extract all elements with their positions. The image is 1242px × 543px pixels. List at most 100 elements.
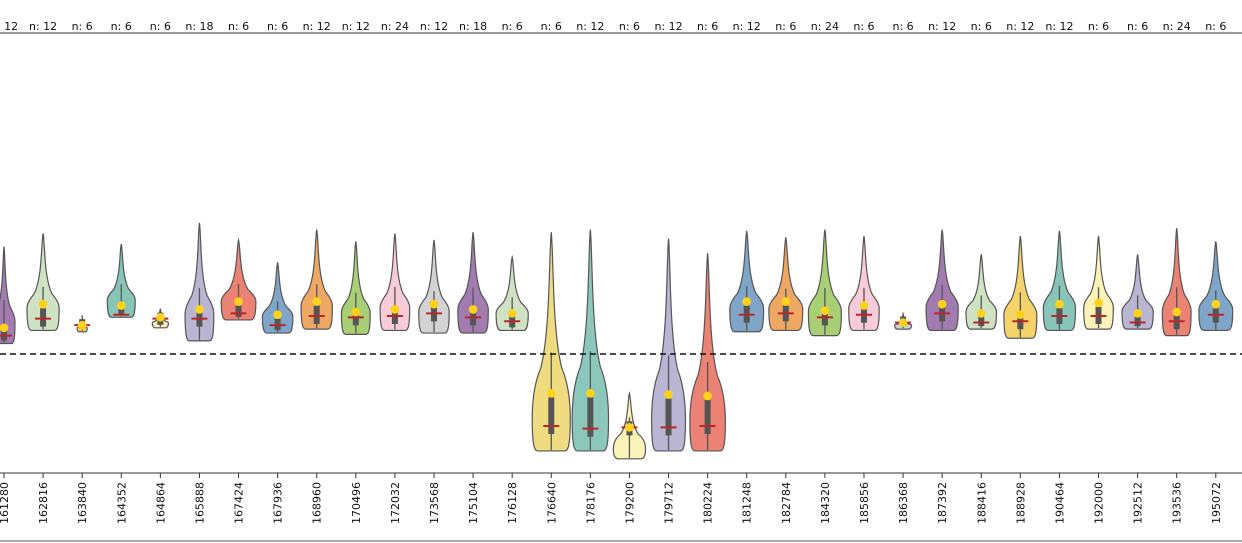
x-tick-label-179712: 179712 <box>663 482 676 524</box>
x-tick-label-176640: 176640 <box>545 482 558 524</box>
violin-168960 <box>300 229 333 330</box>
x-tick-label-164864: 164864 <box>154 482 167 524</box>
x-tick-label-179200: 179200 <box>623 482 636 524</box>
x-tick-label-167936: 167936 <box>272 482 285 524</box>
mean-marker-180224 <box>703 391 712 401</box>
mean-marker-188928 <box>1016 310 1025 320</box>
x-tick-label-188928: 188928 <box>1014 482 1027 524</box>
x-tick-label-190464: 190464 <box>1053 482 1066 524</box>
violin-192512 <box>1121 254 1154 330</box>
iqr-box-167424 <box>235 305 242 317</box>
count-label-167424: n: 6 <box>228 20 249 33</box>
mean-marker-162816 <box>38 299 48 309</box>
count-label-179712: n: 12 <box>654 20 682 33</box>
mean-marker-173568 <box>429 299 439 309</box>
count-label-168960: n: 12 <box>303 20 331 33</box>
x-tick-label-167424: 167424 <box>233 482 246 524</box>
x-tick-label-164352: 164352 <box>115 482 128 524</box>
count-label-162816: n: 12 <box>29 20 57 33</box>
count-label-190464: n: 12 <box>1045 20 1073 33</box>
violin-165888 <box>184 222 215 342</box>
mean-marker-167936 <box>273 310 282 320</box>
violin-181248 <box>729 230 765 333</box>
x-tick-label-178176: 178176 <box>584 482 597 524</box>
x-tick-label-180224: 180224 <box>702 482 715 524</box>
iqr-box-188416 <box>978 316 985 327</box>
count-label-187392: n: 12 <box>928 20 956 33</box>
mean-marker-185856 <box>859 301 869 310</box>
count-label-176128: n: 6 <box>502 20 523 33</box>
violin-179712 <box>651 238 687 452</box>
mean-marker-187392 <box>937 299 947 309</box>
mean-marker-176128 <box>507 309 517 318</box>
violin-176128 <box>495 254 529 332</box>
mean-marker-170496 <box>351 307 361 317</box>
mean-marker-179712 <box>664 390 673 399</box>
mean-marker-161280 <box>0 323 9 333</box>
mean-marker-184320 <box>820 306 830 316</box>
x-tick-label-185856: 185856 <box>858 482 871 524</box>
x-tick-label-182784: 182784 <box>780 482 793 524</box>
sample-count-labels: n: 12 n: 12 n: 6 n: 6 n: 6 n: 18 n: 6 n: 6 n: 12… <box>0 20 1226 33</box>
count-label-178176: n: 12 <box>576 20 604 33</box>
count-label-175104: n: 18 <box>459 20 487 33</box>
mean-marker-195072 <box>1211 299 1221 309</box>
x-tick-label-161280: 161280 <box>0 482 11 524</box>
violin-192000 <box>1083 235 1114 330</box>
mean-marker-188416 <box>976 309 986 318</box>
mean-marker-192512 <box>1133 309 1142 318</box>
x-tick-label-168960: 168960 <box>311 482 324 524</box>
violin-167424 <box>220 237 257 321</box>
violin-175104 <box>457 232 489 334</box>
mean-marker-190464 <box>1055 299 1064 309</box>
violin-182784 <box>768 237 804 332</box>
violin-162816 <box>26 233 60 332</box>
x-tick-label-193536: 193536 <box>1171 482 1184 524</box>
count-label-188928: n: 12 <box>1006 20 1034 33</box>
count-label-185856: n: 6 <box>853 20 874 33</box>
violin-164352 <box>106 243 136 318</box>
x-tick-label-187392: 187392 <box>936 482 949 524</box>
violin-178176 <box>571 229 610 452</box>
violin-180224 <box>689 253 726 452</box>
mean-marker-182784 <box>781 297 791 306</box>
x-tick-label-184320: 184320 <box>819 482 832 524</box>
iqr-box-162816 <box>40 308 47 327</box>
x-tick-label-163840: 163840 <box>76 482 89 524</box>
mean-marker-175104 <box>468 305 478 314</box>
x-tick-label-186368: 186368 <box>897 482 910 524</box>
count-label-164864: n: 6 <box>150 20 171 33</box>
x-tick-label-173568: 173568 <box>428 482 441 524</box>
iqr-box-192512 <box>1134 316 1141 327</box>
x-tick-label-162816: 162816 <box>37 482 50 524</box>
violin-176640 <box>531 232 571 452</box>
x-tick-label-175104: 175104 <box>467 482 480 524</box>
mean-marker-168960 <box>312 297 322 306</box>
iqr-box-180224 <box>704 399 711 435</box>
mean-marker-179200 <box>625 423 634 432</box>
count-label-186368: n: 6 <box>892 20 913 33</box>
violin-188416 <box>965 254 998 330</box>
count-label-167936: n: 6 <box>267 20 288 33</box>
violin-170496 <box>340 241 371 335</box>
count-label-180224: n: 6 <box>697 20 718 33</box>
count-label-192000: n: 6 <box>1088 20 1109 33</box>
count-label-182784: n: 6 <box>775 20 796 33</box>
count-label-172032: n: 24 <box>381 20 409 33</box>
count-label-193536: n: 24 <box>1163 20 1191 33</box>
count-label-181248: n: 12 <box>733 20 761 33</box>
x-tick-label-165888: 165888 <box>193 482 206 524</box>
x-tick-label-195072: 195072 <box>1210 482 1223 524</box>
x-tick-label-192000: 192000 <box>1093 482 1106 524</box>
count-label-173568: n: 12 <box>420 20 448 33</box>
violin-184320 <box>807 229 842 337</box>
violin-188928 <box>1003 235 1038 339</box>
violin-195072 <box>1198 241 1234 332</box>
mean-marker-163840 <box>77 320 87 330</box>
iqr-box-178176 <box>587 397 594 437</box>
violin-187392 <box>925 229 959 332</box>
mean-marker-164352 <box>116 301 126 310</box>
violins <box>0 222 1234 460</box>
iqr-box-176640 <box>548 397 555 435</box>
